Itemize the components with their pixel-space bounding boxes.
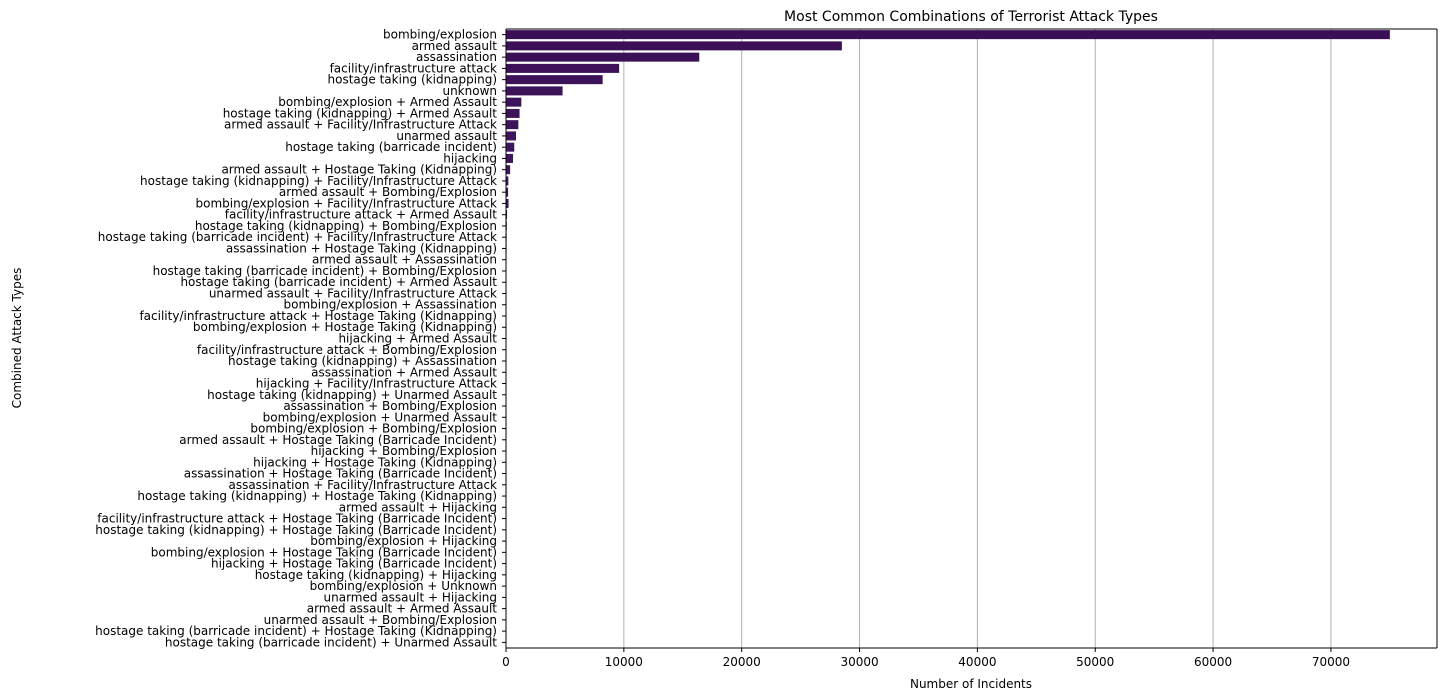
y-tick-label: armed assault + Hostage Taking (Kidnappi…	[221, 163, 497, 177]
bar	[506, 142, 515, 152]
y-tick-label: assassination + Hostage Taking (Barricad…	[184, 467, 497, 481]
y-tick-label: hijacking	[443, 151, 497, 165]
y-tick-label: hostage taking (kidnapping) + Hostage Ta…	[95, 523, 497, 537]
y-tick-label: assassination + Bombing/Explosion	[283, 399, 497, 413]
bar	[506, 165, 511, 175]
y-tick-label: assassination + Facility/Infrastructure …	[228, 478, 497, 492]
bar	[506, 120, 519, 130]
y-tick-label: armed assault + Hijacking	[339, 500, 497, 514]
y-tick-label: bombing/explosion + Armed Assault	[278, 95, 497, 109]
y-tick-label: hostage taking (barricade incident) + Un…	[165, 635, 497, 649]
chart-title: Most Common Combinations of Terrorist At…	[784, 9, 1158, 25]
y-tick-label: unarmed assault + Bombing/Explosion	[264, 613, 497, 627]
y-tick-label: assassination + Hostage Taking (Kidnappi…	[226, 241, 497, 255]
y-tick-label: hostage taking (kidnapping) + Facility/I…	[140, 174, 497, 188]
bar	[506, 41, 842, 51]
bar	[506, 153, 514, 163]
y-tick-label: unknown	[442, 84, 497, 98]
y-tick-label: hijacking + Bombing/Explosion	[311, 444, 497, 458]
y-tick-label: armed assault + Assassination	[312, 253, 497, 267]
x-axis-label: Number of Incidents	[910, 677, 1032, 691]
y-tick-label: facility/infrastructure attack + Bombing…	[197, 343, 497, 357]
bar	[506, 210, 508, 220]
y-tick-label: assassination + Armed Assault	[311, 365, 497, 379]
y-tick-label: hijacking + Hostage Taking (Barricade In…	[211, 557, 497, 571]
y-tick-label: hostage taking (barricade incident) + Ho…	[95, 624, 497, 638]
y-tick-label: hostage taking (kidnapping) + Hijacking	[255, 568, 497, 582]
x-tick-label: 50000	[1076, 655, 1114, 669]
y-tick-label: bombing/explosion + Hijacking	[310, 534, 497, 548]
bar	[506, 63, 620, 73]
y-tick-label: facility/infrastructure attack + Hostage…	[97, 512, 497, 526]
x-tick-label: 10000	[605, 655, 643, 669]
x-tick-label: 30000	[840, 655, 878, 669]
y-tick-label: assassination	[416, 50, 497, 64]
y-tick-label: hijacking + Facility/Infrastructure Atta…	[256, 377, 497, 391]
y-tick-label: hostage taking (barricade incident) + Bo…	[153, 264, 497, 278]
y-tick-label: bombing/explosion + Unknown	[310, 579, 497, 593]
y-tick-label: bombing/explosion	[383, 28, 497, 42]
y-tick-label: hostage taking (kidnapping) + Bombing/Ex…	[195, 219, 497, 233]
bar	[506, 97, 522, 107]
y-tick-label: hostage taking (kidnapping) + Armed Assa…	[223, 106, 498, 120]
y-tick-label: bombing/explosion + Bombing/Explosion	[250, 422, 497, 436]
bar	[506, 176, 509, 186]
y-tick-label: facility/infrastructure attack + Armed A…	[225, 208, 498, 222]
bars	[506, 30, 1390, 647]
bar	[506, 52, 700, 62]
y-tick-label: facility/infrastructure attack + Hostage…	[139, 309, 497, 323]
y-tick-label: unarmed assault + Facility/Infrastructur…	[209, 286, 497, 300]
bar	[506, 131, 517, 141]
y-tick-label: armed assault + Facility/Infrastructure …	[224, 118, 497, 132]
bar	[506, 187, 509, 197]
bar	[506, 75, 603, 85]
x-ticks: 0 10000 20000 30000 40000 50000 60000 70000	[502, 648, 1350, 669]
x-tick-label: 20000	[723, 655, 761, 669]
y-tick-label: hostage taking (barricade incident) + Ar…	[180, 275, 497, 289]
y-tick-label: hostage taking (barricade incident) + Fa…	[98, 230, 497, 244]
y-tick-label: hijacking + Armed Assault	[338, 332, 497, 346]
y-tick-label: hostage taking (kidnapping) + Unarmed As…	[207, 388, 497, 402]
y-tick-label: armed assault + Bombing/Explosion	[279, 185, 497, 199]
y-tick-label: armed assault + Armed Assault	[307, 602, 498, 616]
y-tick-label: hostage taking (kidnapping)	[328, 73, 497, 87]
x-tick-label: 0	[502, 655, 510, 669]
y-tick-label: armed assault	[412, 39, 498, 53]
axes	[505, 28, 1438, 649]
gridlines	[623, 29, 1332, 648]
y-tick-label: hostage taking (kidnapping) + Hostage Ta…	[137, 489, 497, 503]
bar	[506, 30, 1390, 40]
y-tick-label: bombing/explosion + Assassination	[284, 298, 498, 312]
y-tick-label: unarmed assault + Hijacking	[324, 590, 497, 604]
x-tick-label: 60000	[1194, 655, 1232, 669]
y-tick-label: facility/infrastructure attack	[330, 61, 497, 75]
y-tick-label: bombing/explosion + Hostage Taking (Barr…	[151, 545, 497, 559]
bar	[506, 198, 509, 208]
y-tick-label: hostage taking (barricade incident)	[285, 140, 497, 154]
y-axis-label: Combined Attack Types	[10, 268, 24, 409]
x-tick-label: 40000	[958, 655, 996, 669]
y-tick-label: hostage taking (kidnapping) + Assassinat…	[228, 354, 497, 368]
y-tick-label: bombing/explosion + Unarmed Assault	[263, 410, 498, 424]
y-tick-label: bombing/explosion + Hostage Taking (Kidn…	[193, 320, 497, 334]
y-tick-label: bombing/explosion + Facility/Infrastruct…	[196, 196, 498, 210]
y-tick-label: unarmed assault	[396, 129, 497, 143]
bar	[506, 86, 563, 96]
y-tick-label: hijacking + Hostage Taking (Kidnapping)	[253, 455, 497, 469]
y-tick-label: armed assault + Hostage Taking (Barricad…	[179, 433, 497, 447]
bar	[506, 108, 520, 118]
x-tick-label: 70000	[1312, 655, 1350, 669]
